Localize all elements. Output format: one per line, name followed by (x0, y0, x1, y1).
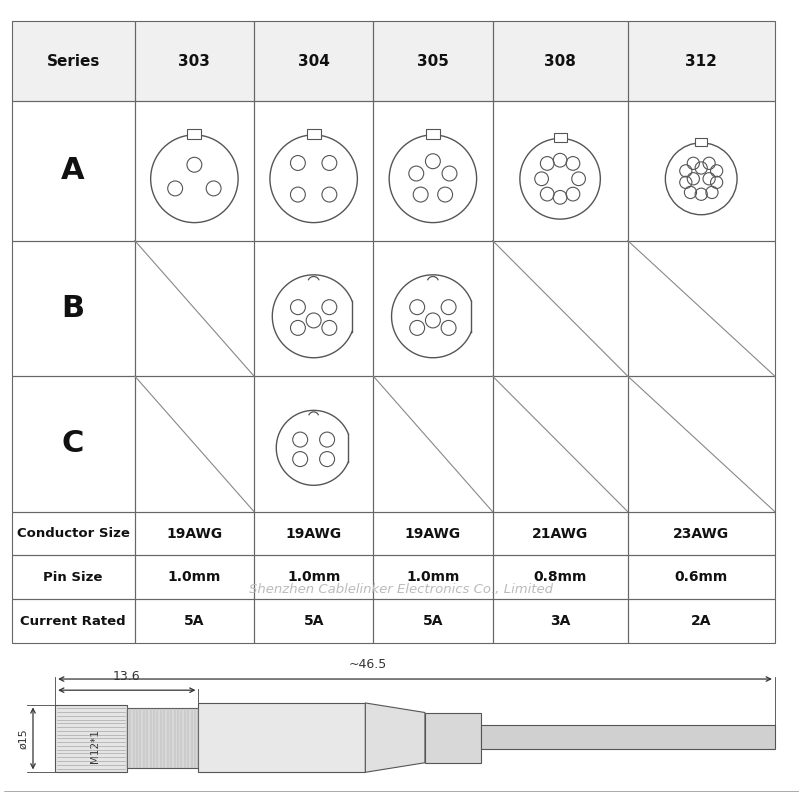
Bar (425, 713, 481, 762)
Bar (628, 555, 774, 599)
Text: 312: 312 (686, 54, 717, 69)
Bar (134, 376, 254, 512)
Text: 19AWG: 19AWG (286, 526, 342, 541)
Bar (187, 129, 202, 138)
Bar (134, 22, 254, 101)
Text: Pin Size: Pin Size (43, 571, 103, 584)
Text: 5A: 5A (184, 614, 205, 628)
Text: 0.8mm: 0.8mm (534, 570, 586, 584)
Text: 1.0mm: 1.0mm (406, 570, 459, 584)
Bar (254, 512, 374, 555)
Bar (493, 555, 628, 599)
Bar (254, 376, 374, 512)
Bar (493, 512, 628, 555)
Bar (374, 241, 493, 376)
Bar (493, 599, 628, 643)
Bar (254, 101, 374, 241)
Bar (306, 129, 321, 138)
Bar (493, 376, 628, 512)
Text: 13.6: 13.6 (113, 670, 141, 683)
Bar (426, 129, 440, 138)
Bar (11, 101, 134, 241)
Bar (11, 241, 134, 376)
Bar (55, 705, 127, 772)
Text: 19AWG: 19AWG (405, 526, 461, 541)
Bar (628, 101, 774, 241)
Bar (11, 376, 134, 512)
Text: 304: 304 (298, 54, 330, 69)
Text: 5A: 5A (303, 614, 324, 628)
Bar (254, 555, 374, 599)
Text: Conductor Size: Conductor Size (17, 527, 130, 540)
Text: B: B (62, 294, 85, 323)
Text: ø15: ø15 (18, 728, 29, 749)
Text: Shenzhen Cablelinker Electronics Co., Limited: Shenzhen Cablelinker Electronics Co., Li… (249, 583, 553, 596)
Text: ~46.5: ~46.5 (348, 658, 386, 671)
Bar (493, 22, 628, 101)
Bar (374, 599, 493, 643)
Bar (628, 241, 774, 376)
Text: 5A: 5A (422, 614, 443, 628)
Bar (628, 376, 774, 512)
Bar (628, 22, 774, 101)
Text: C: C (62, 430, 84, 458)
Text: 1.0mm: 1.0mm (287, 570, 340, 584)
Bar (628, 599, 774, 643)
Text: 305: 305 (417, 54, 449, 69)
Bar (493, 101, 628, 241)
Text: A: A (62, 156, 85, 186)
Bar (481, 726, 774, 749)
Bar (127, 708, 198, 768)
Bar (11, 22, 774, 101)
Text: Series: Series (46, 54, 100, 69)
Text: 23AWG: 23AWG (673, 526, 730, 541)
Bar (628, 512, 774, 555)
Bar (374, 101, 493, 241)
Polygon shape (366, 703, 425, 772)
Bar (11, 599, 134, 643)
Text: M12*1: M12*1 (90, 730, 100, 763)
Bar (134, 599, 254, 643)
Bar (11, 512, 134, 555)
Text: 1.0mm: 1.0mm (168, 570, 221, 584)
Bar (374, 22, 493, 101)
Bar (254, 599, 374, 643)
Bar (554, 133, 566, 142)
Bar (134, 241, 254, 376)
Text: 19AWG: 19AWG (166, 526, 222, 541)
Text: 21AWG: 21AWG (532, 526, 588, 541)
Bar (254, 22, 374, 101)
Text: 2A: 2A (691, 614, 711, 628)
Bar (374, 376, 493, 512)
Text: 3A: 3A (550, 614, 570, 628)
Bar (493, 241, 628, 376)
Bar (695, 138, 707, 146)
Bar (134, 512, 254, 555)
Text: 308: 308 (544, 54, 576, 69)
Text: 0.6mm: 0.6mm (674, 570, 728, 584)
Text: 303: 303 (178, 54, 210, 69)
Text: Current Rated: Current Rated (20, 614, 126, 628)
Bar (11, 555, 134, 599)
Bar (374, 555, 493, 599)
Bar (198, 703, 366, 772)
Bar (11, 22, 134, 101)
Bar (374, 512, 493, 555)
Bar (254, 241, 374, 376)
Bar (134, 555, 254, 599)
Bar (134, 101, 254, 241)
